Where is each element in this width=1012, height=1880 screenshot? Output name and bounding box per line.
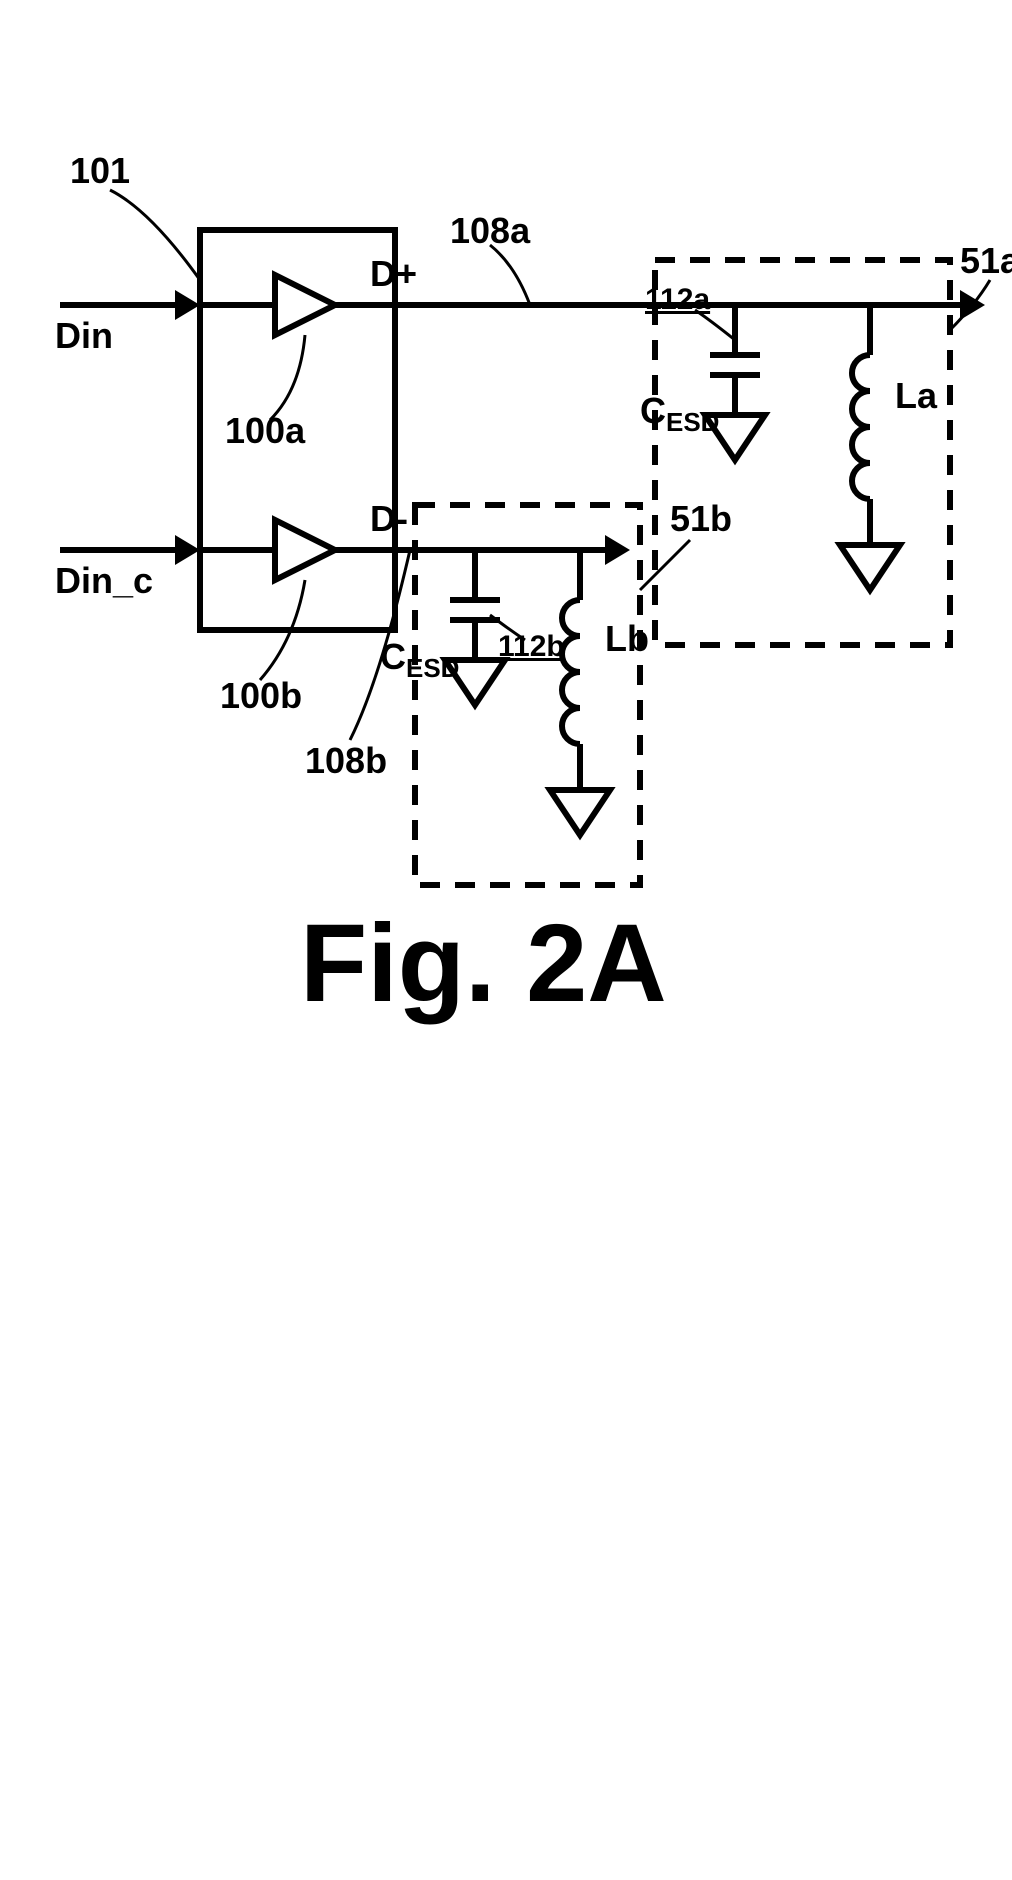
label-112b: 112b [498,630,565,664]
label-lb: Lb [605,618,649,660]
label-cesd-b: CESD [380,636,459,684]
figure-title: Fig. 2A [300,900,667,1027]
buffer-100b [200,520,395,580]
label-100a: 100a [225,410,305,452]
label-dminus: D- [370,498,408,540]
label-112a: 112a [645,283,710,317]
leader-108a [490,245,530,305]
leader-100a [270,335,305,420]
label-51a: 51a [960,240,1012,282]
line-108b [395,535,630,565]
leader-51b [640,540,690,590]
leader-101 [110,190,200,280]
label-101: 101 [70,150,130,192]
ind-La [840,305,900,590]
label-51b: 51b [670,498,732,540]
label-din-c: Din_c [55,560,153,602]
label-la: La [895,375,937,417]
label-108a: 108a [450,210,530,252]
ind-Lb [550,550,610,835]
label-din: Din [55,315,113,357]
label-108b: 108b [305,740,387,782]
label-cesd-a: CESD [640,390,719,438]
stage-51a-box [655,260,950,645]
label-100b: 100b [220,675,302,717]
buffer-100a [200,275,395,335]
label-dplus: D+ [370,253,417,295]
